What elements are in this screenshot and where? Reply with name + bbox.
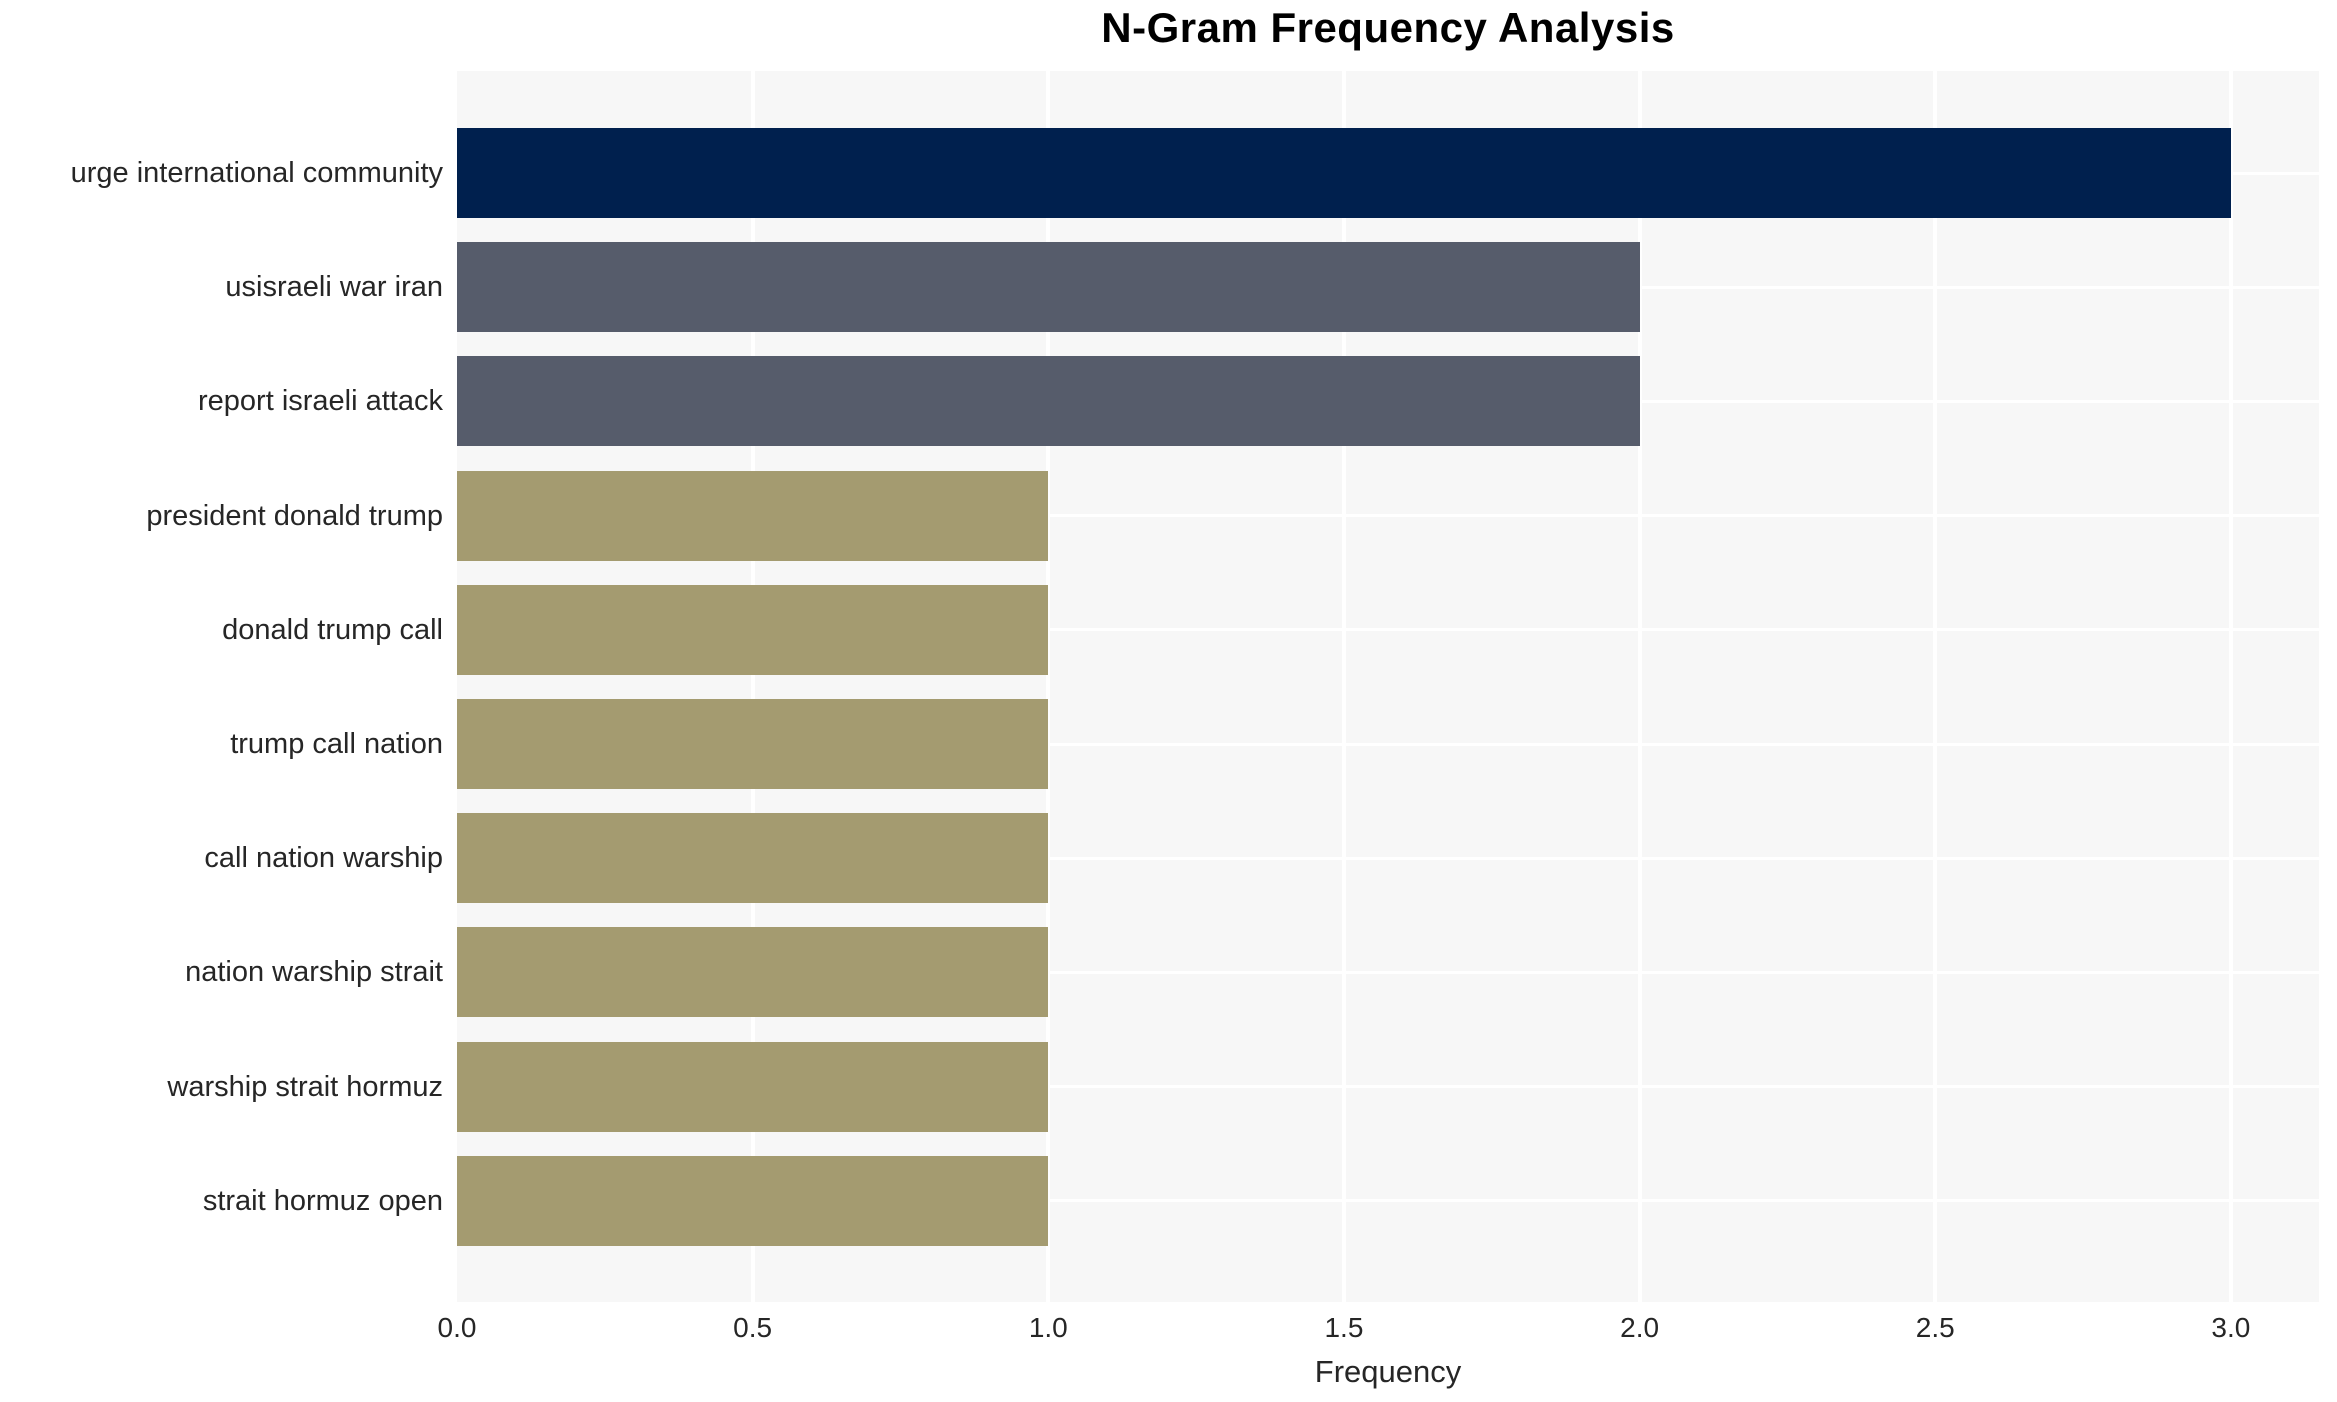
gridline-horizontal [457,856,2319,860]
bar [457,470,1049,561]
gridline-vertical [1933,71,1938,1302]
x-tick-label: 0.5 [733,1312,773,1343]
x-tick-label: 2.5 [1915,1312,1955,1343]
y-tick-label: usisraeli war iran [225,271,443,304]
bar [457,813,1049,904]
chart-title: N-Gram Frequency Analysis [1101,4,1675,51]
y-tick-label: trump call nation [230,728,443,760]
x-tick-label: 3.0 [2211,1312,2251,1343]
gridline-vertical [2228,71,2233,1302]
y-tick-label: urge international community [70,157,443,189]
plot-area [457,71,2319,1302]
gridline-horizontal [457,1085,2319,1089]
y-tick-label: president donald trump [146,499,443,532]
gridline-horizontal [457,970,2319,974]
gridline-horizontal [457,742,2319,746]
bar [457,927,1049,1018]
y-tick-label: warship strait hormuz [167,1070,443,1103]
y-axis-labels: urge international community usisraeli wa… [0,0,457,1402]
x-tick-label: 0.0 [437,1312,477,1343]
bar [457,356,1640,447]
x-tick-label: 1.0 [1028,1312,1068,1343]
gridline-horizontal [457,628,2319,632]
x-axis-title: Frequency [1314,1354,1462,1389]
bar [457,1155,1049,1246]
bar [457,584,1049,675]
gridline-horizontal [457,514,2319,518]
x-tick-label: 2.0 [1620,1312,1660,1343]
bar [457,128,2231,218]
gridline-vertical [1341,71,1346,1302]
y-tick-label: call nation warship [204,842,443,875]
x-tick-label: 1.5 [1324,1312,1364,1343]
bar [457,1041,1049,1132]
gridline-vertical [750,71,755,1302]
gridline-vertical [1637,71,1642,1302]
bar [457,699,1049,789]
gridline-horizontal [457,1199,2319,1203]
bar [457,242,1640,333]
y-tick-label: report israeli attack [198,385,443,418]
y-tick-label: donald trump call [222,613,443,646]
y-tick-label: strait hormuz open [202,1184,443,1217]
y-tick-label: nation warship strait [185,956,443,989]
gridline-vertical [1046,71,1051,1302]
